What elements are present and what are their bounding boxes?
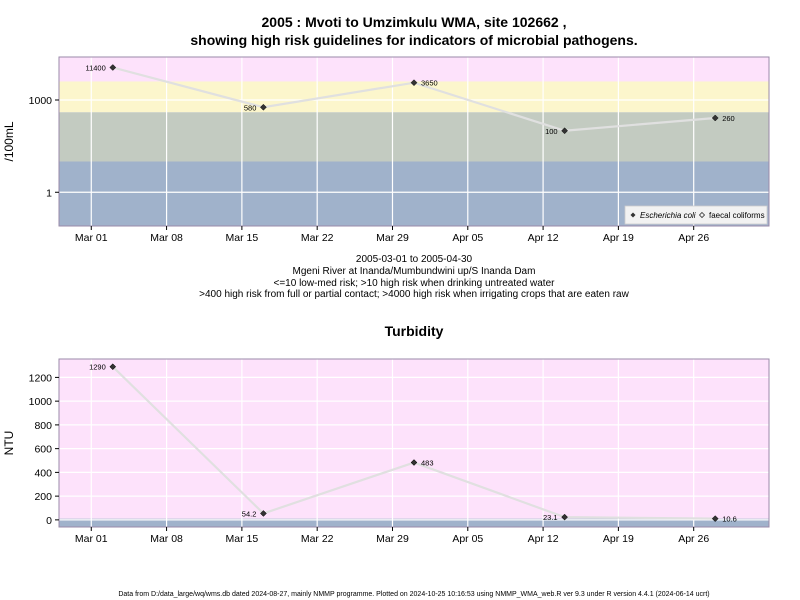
chart-title-line-1: 2005 : Mvoti to Umzimkulu WMA, site 1026… (262, 14, 567, 30)
turbidity-data-point (260, 510, 267, 517)
turbidity-y-tick-label: 600 (34, 444, 52, 456)
ecoli-x-tick-label: Mar 22 (301, 232, 334, 244)
subtitle-guideline-contact: >400 high risk from full or partial cont… (199, 289, 629, 300)
ecoli-x-tick-label: Apr 19 (603, 232, 634, 244)
ecoli-x-tick-label: Mar 29 (376, 232, 409, 244)
turbidity-data-label: 10.6 (722, 515, 737, 524)
ecoli-y-tick-label: 1 (46, 187, 52, 199)
turbidity-y-axis-label: NTU (2, 431, 16, 456)
turbidity-risk-band-1 (59, 518, 769, 527)
ecoli-legend: Escherichia coli faecal coliforms (624, 205, 768, 225)
ecoli-legend-entry: faecal coliforms (709, 211, 765, 220)
ecoli-data-point (260, 103, 267, 111)
ecoli-x-tick-label: Mar 08 (150, 232, 183, 244)
ecoli-risk-band-2 (59, 112, 769, 162)
ecoli-data-label: 580 (244, 103, 257, 112)
turbidity-x-tick-label: Apr 12 (528, 533, 559, 545)
turbidity-x-tick-label: Mar 29 (376, 533, 409, 545)
turbidity-data-point (711, 515, 719, 522)
ecoli-legend-marker-open (698, 211, 706, 219)
turbidity-y-tick-label: 800 (34, 420, 52, 432)
footer-note: Data from D:/data_large/wq/wms.db dated … (118, 591, 709, 598)
turbidity-data-point (410, 459, 418, 466)
turbidity-x-tick-label: Apr 26 (678, 533, 709, 545)
ecoli-legend-marker-filled (630, 212, 636, 218)
ecoli-data-point (711, 114, 719, 122)
turbidity-x-tick-label: Mar 01 (75, 533, 108, 545)
turbidity-y-tick-label: 200 (34, 491, 52, 503)
ecoli-risk-band-0 (59, 57, 769, 82)
ecoli-data-label: 11400 (85, 63, 105, 72)
ecoli-panel: Mar 01 Mar 08 Mar 15 Mar 22 Mar 29 Apr 05 Apr … (2, 56, 770, 244)
ecoli-legend-entry: Escherichia coli (640, 211, 696, 220)
turbidity-x-tick-label: Apr 19 (603, 533, 634, 545)
ecoli-data-label: 100 (545, 127, 558, 136)
ecoli-x-tick-label: Apr 26 (678, 232, 709, 244)
turbidity-panel: Mar 01 Mar 08 Mar 15 Mar 22 Mar 29 Apr 05 Apr … (2, 358, 770, 545)
turbidity-x-tick-label: Apr 05 (452, 533, 483, 545)
turbidity-data-point (109, 363, 117, 371)
ecoli-x-tick-label: Mar 15 (226, 232, 259, 244)
turbidity-data-label: 483 (421, 459, 434, 468)
ecoli-legend-box (624, 205, 768, 225)
subtitle-date-range: 2005-03-01 to 2005-04-30 (356, 254, 473, 265)
turbidity-data-label: 23.1 (543, 513, 558, 522)
turbidity-y-tick-label: 1200 (29, 372, 53, 384)
ecoli-data-label: 3650 (421, 79, 438, 88)
turbidity-y-tick-label: 400 (34, 467, 52, 479)
ecoli-x-tick-label: Apr 12 (528, 232, 559, 244)
subtitle-site: Mgeni River at Inanda/Mumbundwini up/S I… (293, 266, 536, 277)
ecoli-data-point (410, 79, 418, 87)
ecoli-data-label: 260 (722, 114, 735, 123)
turbidity-y-tick-label: 1000 (29, 396, 53, 408)
turbidity-x-tick-label: Mar 22 (301, 533, 334, 545)
ecoli-data-point (109, 64, 117, 71)
turbidity-data-point (561, 513, 568, 521)
turbidity-data-label: 1290 (89, 363, 106, 372)
ecoli-x-tick-label: Apr 05 (452, 232, 483, 244)
turbidity-risk-band-0 (59, 359, 769, 519)
turbidity-x-tick-label: Mar 15 (226, 533, 259, 545)
ecoli-y-tick-label: 1000 (29, 95, 53, 107)
ecoli-risk-band-1 (59, 81, 769, 113)
ecoli-data-point (561, 127, 568, 135)
chart-title-line-2: showing high risk guidelines for indicat… (190, 32, 637, 48)
turbidity-x-tick-label: Mar 08 (150, 533, 183, 545)
ecoli-x-tick-label: Mar 01 (75, 232, 108, 244)
subtitle-guideline-drinking: <=10 low-med risk; >10 high risk when dr… (274, 278, 556, 289)
turbidity-plot-frame (58, 358, 770, 528)
turbidity-title: Turbidity (385, 323, 444, 339)
ecoli-y-axis-label: /100mL (2, 121, 16, 161)
turbidity-y-tick-label: 0 (46, 515, 52, 527)
subtitle-block: 2005-03-01 to 2005-04-30 Mgeni River at … (199, 254, 629, 300)
ecoli-plot-frame (58, 56, 770, 227)
turbidity-data-label: 54.2 (242, 509, 257, 518)
